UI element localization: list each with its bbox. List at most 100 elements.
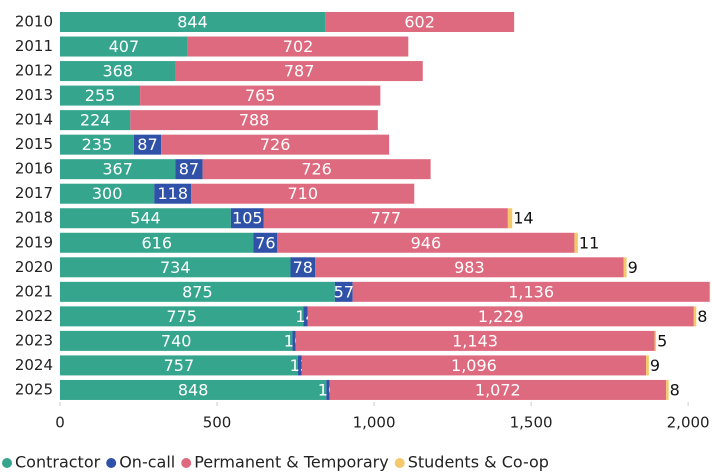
data-label: 87 (137, 135, 157, 154)
legend-label: Permanent & Temporary (194, 453, 389, 472)
data-label: 5 (657, 331, 667, 350)
bar-segment (60, 330, 293, 351)
data-label: 726 (301, 160, 332, 179)
data-label: 224 (80, 111, 111, 130)
bar-segment (352, 281, 710, 302)
bar-segment (133, 134, 162, 155)
bar-segment (307, 306, 694, 327)
data-label: 9 (650, 356, 660, 375)
y-tick-label: 2024 (15, 356, 53, 374)
data-label: 1,072 (475, 380, 521, 399)
bar-segment (60, 306, 304, 327)
y-tick-label: 2013 (15, 86, 53, 104)
legend-label: Contractor (15, 453, 101, 472)
data-label: 734 (160, 258, 191, 277)
x-tick-label: 1,000 (353, 414, 396, 432)
bar-segment (60, 379, 327, 400)
bar-segment (161, 134, 390, 155)
bar-segment (709, 281, 711, 302)
data-label: 765 (245, 86, 276, 105)
data-label: 544 (130, 209, 161, 228)
data-label: 9 (628, 258, 638, 277)
bar-segment (60, 183, 155, 204)
y-tick-label: 2017 (15, 184, 53, 202)
y-tick-label: 2016 (15, 160, 53, 178)
data-label: 1,136 (508, 282, 554, 301)
data-label: 14 (513, 209, 533, 228)
bar-segment (130, 110, 378, 131)
bar-segment (290, 257, 316, 278)
bar-segment (60, 257, 291, 278)
data-label: 983 (454, 258, 485, 277)
bar-segment (191, 183, 415, 204)
data-label: 87 (179, 160, 199, 179)
data-label: 740 (161, 331, 192, 350)
y-tick-label: 2025 (15, 380, 53, 398)
data-label: 710 (287, 184, 318, 203)
bar-segment (60, 355, 298, 376)
data-label: 78 (293, 258, 313, 277)
bar-segment (60, 85, 141, 106)
data-label: 368 (103, 62, 134, 81)
bar-segment (187, 36, 409, 57)
bar-segment (202, 159, 431, 180)
legend-marker (394, 458, 405, 468)
data-label: 775 (166, 307, 197, 326)
bar-segment (60, 232, 254, 253)
bar-segment (326, 379, 330, 400)
bar-segment (60, 61, 176, 82)
bar-segment (277, 232, 575, 253)
bar-segment (60, 36, 188, 57)
x-tick-label: 1,500 (510, 414, 553, 432)
legend-marker (2, 458, 12, 468)
bar-segment (60, 110, 131, 131)
y-tick-label: 2020 (15, 258, 53, 276)
data-label: 1,096 (451, 356, 497, 375)
bar-segment (253, 232, 278, 253)
bar-segment (574, 232, 578, 253)
y-tick-label: 2022 (15, 307, 53, 325)
data-label: 777 (371, 209, 402, 228)
data-label: 787 (284, 62, 315, 81)
legend-label: Students & Co-op (408, 453, 549, 472)
data-label: 300 (92, 184, 123, 203)
x-tick-label: 0 (55, 414, 65, 432)
data-label: 118 (157, 184, 188, 203)
y-tick-label: 2012 (15, 62, 53, 80)
y-tick-label: 2023 (15, 331, 53, 349)
bar-segment (295, 330, 655, 351)
bar-segment (329, 379, 667, 400)
data-label: 1,229 (478, 307, 524, 326)
data-label: 702 (283, 37, 314, 56)
data-label: 8 (697, 307, 707, 326)
y-tick-label: 2014 (15, 111, 53, 129)
legend-marker (106, 458, 117, 468)
legend-label: On-call (119, 453, 175, 472)
data-label: 848 (178, 380, 209, 399)
bar-segment (230, 208, 264, 229)
data-label: 1,143 (452, 331, 498, 350)
bar-segment (297, 355, 302, 376)
bar-segment (315, 257, 624, 278)
bar-segment (693, 306, 697, 327)
bar-segment (60, 12, 326, 32)
y-tick-label: 2011 (15, 37, 53, 55)
data-label: 616 (141, 233, 172, 252)
bar-segment (623, 257, 627, 278)
bar-segment (292, 330, 296, 351)
data-label: 844 (177, 13, 208, 32)
bar-segment (263, 208, 508, 229)
y-tick-label: 2021 (15, 282, 53, 300)
y-tick-label: 2010 (15, 13, 53, 31)
legend-marker (181, 458, 192, 468)
data-label: 946 (411, 233, 442, 252)
bar-segment (60, 159, 176, 180)
data-label: 602 (404, 13, 435, 32)
x-tick-label: 500 (203, 414, 232, 432)
data-label: 367 (102, 160, 133, 179)
data-label: 235 (82, 135, 113, 154)
bar-segment (154, 183, 192, 204)
data-label: 788 (239, 111, 270, 130)
bar-segment (60, 208, 231, 229)
